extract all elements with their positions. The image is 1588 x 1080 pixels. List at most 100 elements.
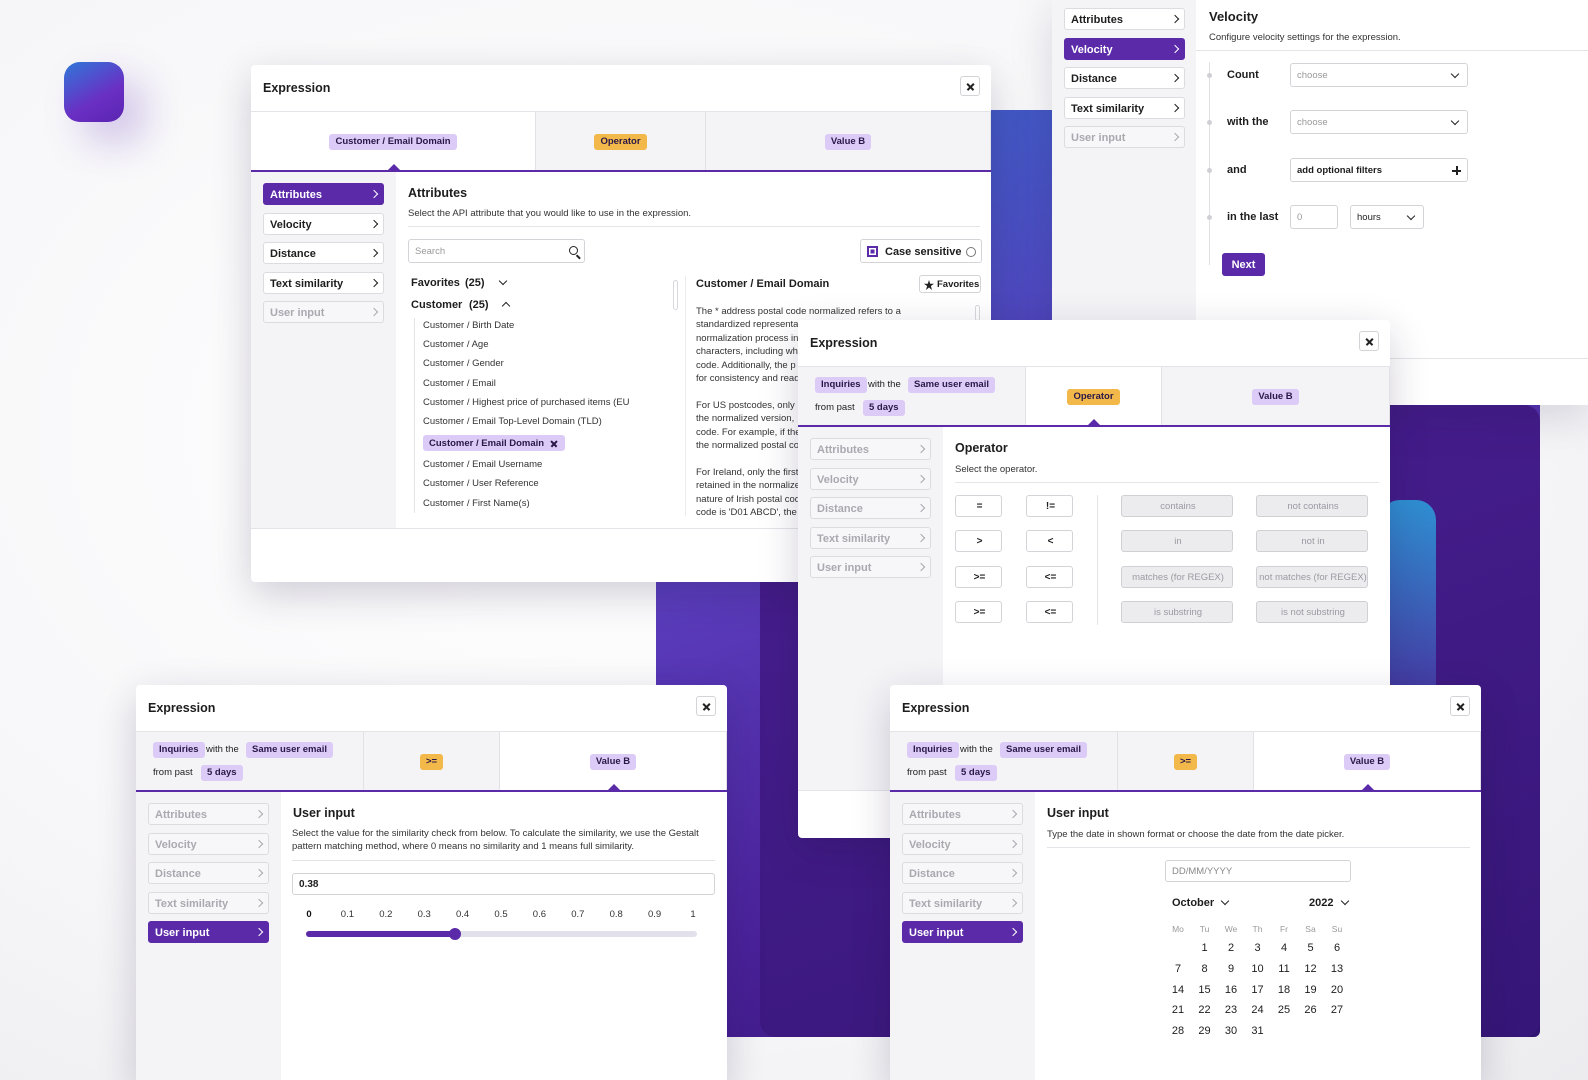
menu-item[interactable]: Velocity bbox=[148, 832, 269, 855]
menu-item[interactable]: Text similarity bbox=[810, 526, 931, 549]
menu-item[interactable]: Velocity bbox=[1064, 37, 1185, 60]
operator-button[interactable]: >= bbox=[955, 601, 1002, 623]
menu-item[interactable]: Distance bbox=[810, 497, 931, 520]
calendar-day[interactable]: 7 bbox=[1174, 962, 1182, 975]
menu-item[interactable]: Attributes bbox=[902, 803, 1023, 825]
menu-item[interactable]: Attributes bbox=[263, 183, 384, 205]
calendar-day[interactable]: 11 bbox=[1278, 962, 1290, 975]
calendar-day[interactable]: 6 bbox=[1333, 942, 1341, 954]
menu-item[interactable]: User input bbox=[148, 921, 269, 944]
filter-button[interactable]: add optional filters bbox=[1290, 158, 1468, 182]
operator-button[interactable]: contains bbox=[1121, 495, 1233, 517]
operator-button[interactable]: != bbox=[1026, 495, 1073, 517]
attribute-item[interactable]: Customer / Highest price of purchased it… bbox=[423, 397, 630, 408]
calendar-day[interactable]: 10 bbox=[1251, 962, 1264, 975]
calendar-day[interactable]: 17 bbox=[1251, 983, 1264, 996]
tab[interactable]: Inquiries with the Same user email from pas… bbox=[798, 367, 1026, 426]
number-input[interactable]: 0 bbox=[1290, 205, 1338, 229]
calendar-day[interactable]: 8 bbox=[1201, 962, 1208, 975]
select[interactable]: hours bbox=[1350, 205, 1424, 229]
case-sensitive-toggle[interactable]: Case sensitive bbox=[860, 239, 982, 263]
calendar-day[interactable]: 23 bbox=[1224, 1004, 1238, 1017]
calendar-day[interactable]: 26 bbox=[1304, 1004, 1317, 1017]
calendar-day[interactable]: 24 bbox=[1251, 1004, 1264, 1017]
menu-item[interactable]: Attributes bbox=[1064, 8, 1185, 30]
tab[interactable]: >= bbox=[364, 732, 500, 791]
close-button[interactable] bbox=[1359, 331, 1379, 351]
calendar-day[interactable]: 2 bbox=[1227, 942, 1235, 954]
tab[interactable]: Customer / Email Domain bbox=[251, 112, 536, 171]
remove-icon[interactable] bbox=[550, 439, 559, 448]
menu-item[interactable]: Text similarity bbox=[263, 271, 384, 294]
calendar-day[interactable]: 18 bbox=[1277, 983, 1291, 996]
menu-item[interactable]: Velocity bbox=[810, 467, 931, 490]
next-button[interactable]: Next bbox=[1222, 253, 1265, 276]
menu-item[interactable]: Distance bbox=[1064, 67, 1185, 90]
year-select[interactable]: 2022 bbox=[1309, 897, 1334, 909]
tab[interactable]: Inquiries with the Same user email from pas… bbox=[136, 732, 364, 791]
operator-button[interactable]: is substring bbox=[1121, 601, 1233, 623]
menu-item[interactable]: Velocity bbox=[902, 832, 1023, 855]
group-name[interactable]: Customer bbox=[411, 299, 463, 311]
calendar-day[interactable]: 29 bbox=[1198, 1025, 1211, 1038]
attribute-item[interactable]: Customer / User Reference bbox=[423, 478, 539, 489]
operator-button[interactable]: in bbox=[1121, 530, 1233, 552]
calendar-day[interactable]: 1 bbox=[1201, 942, 1208, 954]
operator-button[interactable]: not matches (for REGEX) bbox=[1256, 566, 1368, 588]
calendar-day[interactable]: 30 bbox=[1224, 1025, 1238, 1038]
attribute-item[interactable]: Customer / Email Top-Level Domain (TLD) bbox=[423, 416, 602, 427]
selected-item-chip[interactable]: Customer / Email Domain bbox=[423, 435, 566, 451]
attribute-item[interactable]: Customer / Email bbox=[423, 378, 496, 389]
menu-item[interactable]: Attributes bbox=[810, 438, 931, 460]
menu-item[interactable]: Text similarity bbox=[902, 891, 1023, 914]
operator-button[interactable]: not in bbox=[1256, 530, 1368, 552]
menu-item[interactable]: Attributes bbox=[148, 803, 269, 825]
calendar-day[interactable]: 5 bbox=[1307, 942, 1314, 954]
tab[interactable]: Value B bbox=[706, 112, 991, 171]
calendar-day[interactable]: 19 bbox=[1304, 983, 1317, 996]
calendar-day[interactable]: 27 bbox=[1330, 1004, 1344, 1017]
tab[interactable]: Value B bbox=[500, 732, 727, 791]
operator-button[interactable]: is not substring bbox=[1256, 601, 1368, 623]
operator-button[interactable]: >= bbox=[955, 566, 1002, 588]
tab[interactable]: Value B bbox=[1162, 367, 1390, 426]
favorites-button[interactable]: Favorites bbox=[919, 275, 981, 293]
value-input[interactable]: 0.38 bbox=[292, 873, 715, 895]
tab[interactable]: Value B bbox=[1254, 732, 1481, 791]
date-input[interactable]: DD/MM/YYYY bbox=[1165, 860, 1351, 882]
operator-button[interactable]: not contains bbox=[1256, 495, 1368, 517]
attribute-item[interactable]: Customer / Age bbox=[423, 339, 489, 350]
month-select[interactable]: October bbox=[1172, 897, 1215, 909]
tab[interactable]: Operator bbox=[536, 112, 706, 171]
menu-item[interactable]: Distance bbox=[263, 242, 384, 265]
attribute-item[interactable]: Customer / Gender bbox=[423, 358, 504, 369]
calendar-day[interactable]: 3 bbox=[1254, 942, 1261, 954]
menu-item[interactable]: Distance bbox=[902, 862, 1023, 885]
calendar-day[interactable]: 13 bbox=[1330, 962, 1344, 975]
menu-item[interactable]: Distance bbox=[148, 862, 269, 885]
calendar-day[interactable]: 9 bbox=[1227, 962, 1235, 975]
group-name[interactable]: Favorites bbox=[411, 277, 460, 289]
calendar-day[interactable]: 28 bbox=[1171, 1025, 1185, 1038]
operator-button[interactable]: matches (for REGEX) bbox=[1121, 566, 1233, 588]
menu-item[interactable]: Text similarity bbox=[1064, 96, 1185, 119]
close-button[interactable] bbox=[696, 696, 716, 716]
menu-item[interactable]: User input bbox=[810, 556, 931, 579]
calendar-day[interactable]: 25 bbox=[1277, 1004, 1291, 1017]
attribute-item[interactable]: Customer / First Name(s) bbox=[423, 498, 530, 509]
menu-item[interactable]: Text similarity bbox=[148, 891, 269, 914]
select[interactable]: choose bbox=[1290, 110, 1468, 134]
close-button[interactable] bbox=[1450, 696, 1470, 716]
tab[interactable]: Operator bbox=[1026, 367, 1162, 426]
calendar-day[interactable]: 12 bbox=[1304, 962, 1317, 975]
calendar-day[interactable]: 16 bbox=[1224, 983, 1238, 996]
menu-item[interactable]: User input bbox=[263, 301, 384, 324]
calendar-day[interactable]: 4 bbox=[1280, 942, 1288, 954]
calendar-day[interactable]: 22 bbox=[1198, 1004, 1211, 1017]
operator-button[interactable]: < bbox=[1026, 530, 1073, 552]
calendar-day[interactable]: 31 bbox=[1251, 1025, 1264, 1038]
menu-item[interactable]: Velocity bbox=[263, 212, 384, 235]
operator-button[interactable]: <= bbox=[1026, 566, 1073, 588]
attribute-item[interactable]: Customer / Email Username bbox=[423, 459, 543, 470]
operator-button[interactable]: > bbox=[955, 530, 1002, 552]
